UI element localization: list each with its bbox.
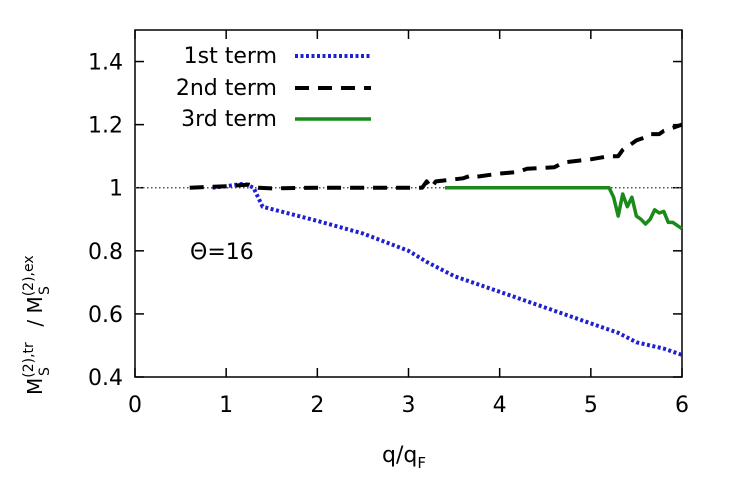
y-tick-label: 1.4: [88, 51, 123, 76]
y-axis-label-separator: /: [23, 314, 47, 333]
x-axis-label: q/qF: [382, 443, 426, 472]
annotation-theta: Θ=16: [190, 240, 254, 265]
y-axis-label-sup1: (2),tr: [21, 342, 37, 378]
y-axis-label-m1: M: [23, 378, 47, 395]
x-tick-label: 1: [219, 393, 233, 418]
x-axis-label-subscript: F: [417, 454, 426, 472]
y-tick-label: 0.8: [88, 240, 123, 265]
y-tick-label: 1.2: [88, 114, 123, 139]
series-line-2: [189, 122, 683, 191]
x-tick-label: 5: [584, 393, 598, 418]
y-axis-label: M(2),trS / M(2),exS: [21, 255, 53, 395]
x-tick-label: 4: [493, 393, 507, 418]
x-tick-label: 6: [675, 393, 689, 418]
series-line-3: [445, 185, 683, 231]
y-tick-label: 0.6: [88, 303, 123, 328]
x-tick-label: 0: [128, 393, 142, 418]
y-axis-label-sup2: (2),ex: [21, 255, 37, 296]
x-axis-label-main: q/q: [382, 443, 417, 468]
legend: 1st term 2nd term 3rd term: [176, 44, 371, 132]
series-line-1: [212, 181, 683, 357]
series-layer: [189, 122, 683, 357]
y-axis-label-sub1: S: [37, 367, 53, 376]
legend-label-1: 1st term: [184, 44, 277, 69]
y-axis-label-m2: M: [23, 296, 47, 313]
y-tick-label: 0.4: [88, 366, 123, 391]
axes: 0 1 2 3 4 5 6 0.4 0.6 0.8 1 1.2 1.4: [88, 29, 689, 418]
x-tick-label: 3: [402, 393, 416, 418]
x-tick-label: 2: [310, 393, 324, 418]
legend-label-2: 2nd term: [176, 76, 277, 101]
y-tick-label: 1: [109, 177, 123, 202]
y-axis-label-sub2: S: [37, 286, 53, 295]
legend-label-3: 3rd term: [181, 107, 277, 132]
